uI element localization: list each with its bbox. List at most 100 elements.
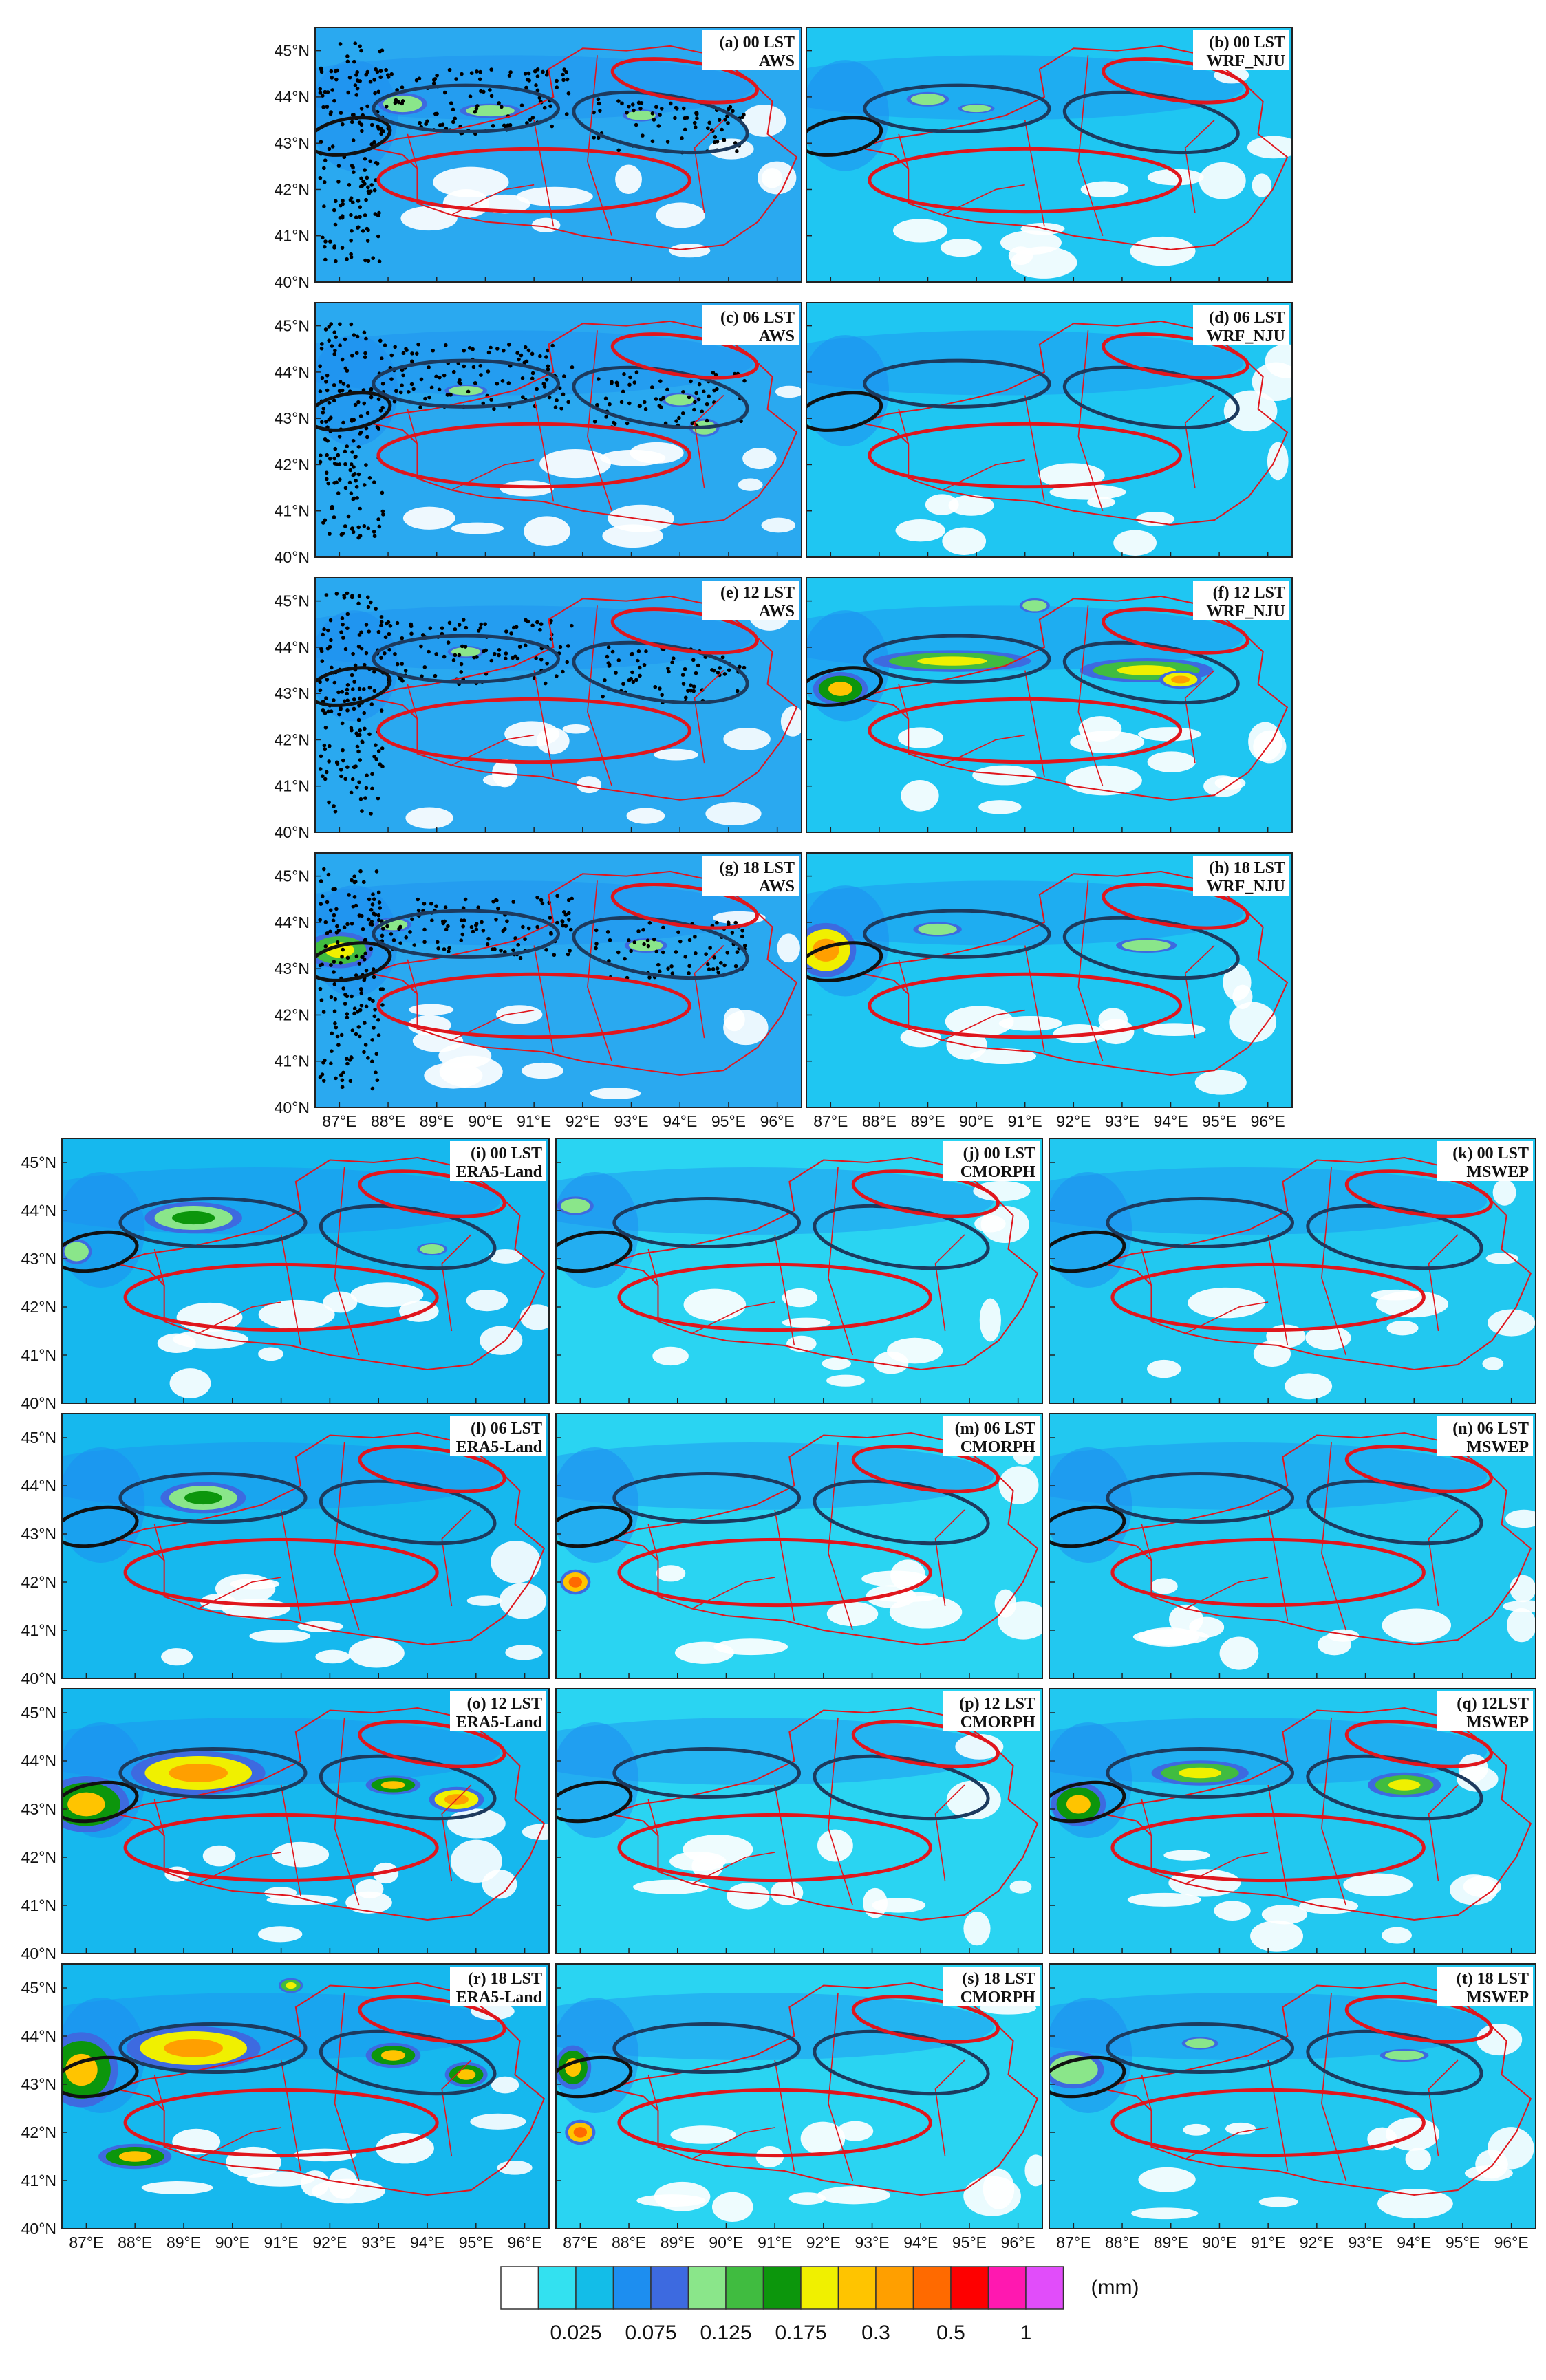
dry-patch	[711, 2192, 753, 2222]
panel-frame	[314, 302, 802, 558]
navy-ellipse-east	[1062, 90, 1240, 155]
station-dot	[323, 725, 328, 730]
station-dot	[555, 920, 559, 925]
black-ellipse	[806, 941, 883, 982]
station-dot	[489, 67, 494, 72]
dry-patch	[355, 1879, 384, 1899]
dry-patch	[405, 807, 453, 829]
station-dot	[363, 157, 367, 161]
station-dot	[329, 709, 334, 713]
station-dot	[335, 68, 340, 73]
station-dot	[567, 918, 571, 922]
precip-field	[556, 1414, 1042, 1678]
map-panel-o: 45°N44°N43°N42°N41°N40°N(o) 12 LSTERA5-L…	[21, 1688, 550, 1962]
lat-label: 40°N	[275, 1099, 310, 1116]
station-dot	[504, 656, 508, 661]
dry-patch	[301, 2170, 330, 2197]
station-dot	[422, 940, 427, 944]
station-dot	[530, 351, 535, 356]
station-dot	[681, 106, 686, 111]
station-dot	[368, 922, 373, 927]
station-dot	[568, 949, 572, 953]
station-dot	[322, 627, 326, 631]
county-boundary	[1184, 119, 1215, 213]
dry-patch	[480, 1326, 523, 1355]
station-dot	[345, 687, 350, 692]
dry-patch	[161, 1648, 193, 1666]
panel-title: (m) 06 LST	[955, 1420, 1035, 1438]
dry-patch	[531, 217, 561, 232]
dry-patch	[723, 1010, 769, 1046]
precip-band	[1049, 1167, 1488, 1235]
station-dot	[540, 901, 545, 906]
lat-label: 43°N	[275, 684, 310, 702]
station-dot	[372, 689, 377, 693]
dry-patch	[539, 449, 612, 479]
station-dot	[477, 77, 482, 82]
station-dot	[400, 85, 405, 89]
county-boundary	[1024, 670, 1045, 777]
station-dot	[350, 354, 354, 358]
station-dot	[478, 625, 483, 630]
red-ellipse-south	[868, 697, 1183, 764]
station-dot	[461, 906, 466, 910]
station-dot	[348, 1079, 353, 1083]
station-dot	[422, 665, 427, 669]
station-dot	[320, 774, 325, 778]
station-dot	[398, 941, 402, 945]
dry-patch	[499, 1583, 547, 1619]
station-dot	[468, 94, 473, 99]
station-dot	[555, 85, 559, 89]
station-dot	[623, 956, 627, 961]
station-dot	[565, 660, 570, 664]
station-dot	[654, 949, 659, 954]
station-dot	[322, 204, 326, 208]
county-boundary	[828, 1717, 854, 1906]
dry-patch	[1229, 1002, 1277, 1043]
station-dot	[350, 450, 354, 454]
station-dot	[692, 120, 697, 125]
station-dot	[341, 420, 345, 425]
dry-patch	[375, 2132, 434, 2164]
station-dot	[372, 669, 376, 674]
county-boundary	[334, 1992, 360, 2181]
station-dot	[349, 255, 354, 259]
station-dot	[356, 601, 361, 606]
county-boundary	[441, 1234, 472, 1332]
county-boundary	[1185, 2127, 1269, 2160]
county-boundary	[451, 184, 535, 216]
station-dot	[340, 214, 345, 218]
station-dot	[720, 655, 725, 660]
station-dot	[449, 101, 453, 105]
station-dot	[693, 934, 697, 939]
station-dot	[324, 696, 328, 701]
precip-background	[556, 1414, 1042, 1678]
dry-patch	[777, 933, 800, 963]
station-dot	[548, 104, 552, 108]
station-dot	[723, 118, 727, 122]
region-boundary	[368, 320, 798, 526]
station-dot	[356, 225, 361, 229]
station-dot	[436, 940, 440, 944]
station-dot	[526, 348, 531, 353]
county-boundary	[280, 2059, 301, 2172]
station-dot	[492, 407, 496, 411]
station-dot	[323, 777, 328, 781]
station-dot	[636, 929, 641, 933]
station-dot	[696, 663, 700, 668]
station-dot	[325, 388, 330, 393]
navy-ellipse-east	[572, 640, 749, 705]
county-boundary	[694, 944, 724, 1039]
station-dot	[673, 116, 677, 120]
station-dot	[513, 936, 517, 940]
dry-patch	[215, 1573, 276, 1603]
dry-patch	[1113, 530, 1157, 556]
dry-patch	[1386, 1320, 1419, 1336]
station-dot	[362, 957, 367, 962]
county-boundary	[1428, 1234, 1459, 1332]
legend-swatch	[687, 2266, 727, 2310]
station-dot	[442, 373, 447, 378]
station-dot	[497, 101, 501, 105]
